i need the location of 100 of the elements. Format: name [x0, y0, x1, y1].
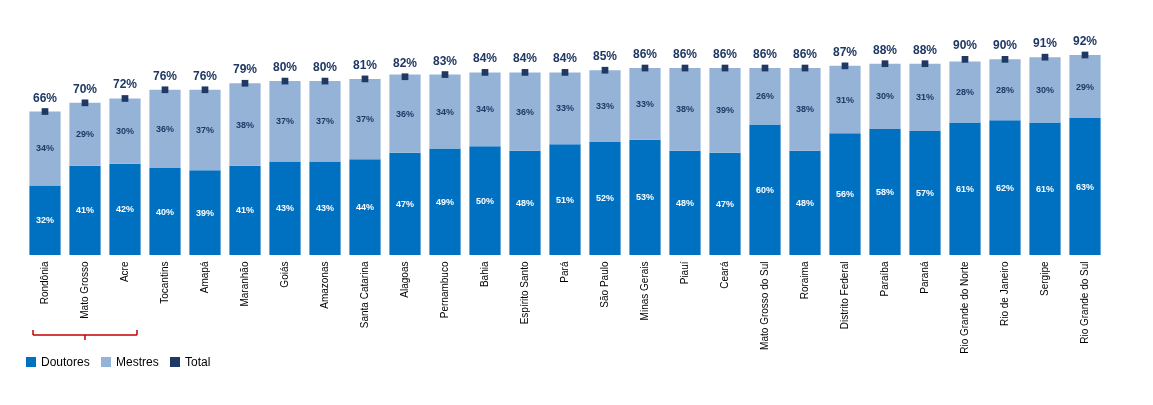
bar: [509, 72, 541, 151]
x-tick-label: Mato Grosso do Sul: [759, 261, 770, 350]
data-label: 43%: [315, 203, 335, 214]
data-label: 28%: [955, 86, 975, 97]
data-label: 62%: [995, 182, 1015, 193]
x-tick-label: Amazonas: [319, 261, 330, 309]
point: [561, 69, 569, 76]
data-label: 90%: [952, 38, 978, 53]
bar: [549, 72, 581, 145]
data-label: 87%: [832, 44, 858, 59]
data-label: 50%: [475, 195, 495, 206]
point: [1041, 53, 1049, 61]
data-label: 40%: [155, 206, 175, 217]
data-label: 33%: [635, 98, 655, 109]
point: [1001, 55, 1009, 63]
bar: [709, 68, 741, 153]
bar: [349, 78, 381, 160]
bar: [829, 133, 861, 255]
point: [481, 69, 489, 76]
data-label: 81%: [352, 57, 378, 72]
data-label: 36%: [515, 106, 535, 117]
data-label: 37%: [355, 114, 375, 125]
bar: [229, 165, 261, 255]
x-tick-label: Rio Grande do Norte: [959, 261, 970, 354]
bar: [589, 141, 621, 255]
x-tick-label: Rondônia: [39, 261, 50, 305]
data-label: 34%: [35, 143, 55, 154]
data-label: 34%: [435, 106, 455, 117]
x-tick-label: São Paulo: [599, 261, 610, 308]
data-label: 53%: [635, 192, 655, 203]
bar: [429, 74, 461, 149]
bar: [1029, 57, 1061, 123]
bar: [389, 152, 421, 255]
data-label: 86%: [752, 47, 778, 62]
data-label: 82%: [392, 55, 418, 70]
bar: [309, 81, 341, 162]
data-label: 85%: [592, 49, 618, 64]
x-tick-label: Ceará: [719, 261, 730, 289]
data-label: 30%: [875, 91, 895, 102]
bar: [109, 98, 141, 164]
bar: [149, 89, 181, 169]
x-tick-label: Maranhão: [239, 261, 250, 307]
x-tick-label: Distrito Federal: [839, 261, 850, 330]
bar: [749, 68, 781, 125]
bar: [429, 148, 461, 255]
x-tick-label: Minas Gerais: [639, 261, 650, 321]
data-label: 51%: [555, 194, 575, 205]
data-label: 47%: [715, 198, 735, 209]
x-tick-label: Sergipe: [1039, 261, 1050, 296]
x-tick-label: Mato Grosso: [79, 261, 90, 319]
data-label: 43%: [275, 203, 295, 214]
x-tick-label: Rio de Janeiro: [999, 261, 1010, 326]
data-label: 37%: [315, 116, 335, 127]
data-label: 37%: [195, 125, 215, 135]
legend-label: Total: [185, 355, 211, 369]
bar: [1069, 118, 1101, 255]
bar: [909, 63, 941, 132]
bar: [1029, 122, 1061, 255]
data-label: 88%: [872, 42, 898, 57]
bar: [389, 74, 421, 153]
data-label: 29%: [75, 129, 95, 140]
data-label: 31%: [835, 94, 855, 105]
bar: [309, 161, 341, 255]
point: [241, 79, 249, 87]
point: [401, 73, 409, 81]
data-label: 39%: [195, 207, 215, 218]
bar: [69, 102, 101, 166]
bar: [229, 83, 261, 166]
legend-label: Doutores: [41, 355, 90, 369]
bar: [629, 139, 661, 255]
data-label: 41%: [75, 205, 95, 216]
data-label: 29%: [1075, 81, 1095, 92]
point: [881, 60, 889, 68]
bar: [909, 131, 941, 255]
data-label: 56%: [835, 189, 855, 200]
data-label: 47%: [395, 198, 415, 209]
legend-label: Mestres: [116, 355, 159, 369]
data-label: 31%: [915, 92, 935, 103]
data-label: 41%: [235, 205, 255, 216]
data-label: 44%: [355, 202, 375, 213]
data-label: 58%: [875, 186, 895, 197]
data-label: 30%: [115, 126, 135, 137]
data-label: 84%: [472, 51, 498, 66]
bar: [789, 150, 821, 255]
data-label: 38%: [795, 104, 815, 115]
bar: [989, 120, 1021, 255]
bar: [709, 152, 741, 255]
data-label: 38%: [675, 104, 695, 115]
data-label: 86%: [632, 47, 658, 62]
point: [521, 69, 529, 76]
x-tick-label: Acre: [119, 261, 130, 283]
bar: [1069, 55, 1101, 119]
data-label: 86%: [792, 47, 818, 62]
bar: [29, 111, 61, 186]
data-label: 86%: [712, 47, 738, 62]
data-label: 38%: [235, 119, 255, 130]
data-label: 70%: [72, 81, 98, 96]
x-tick-label: Alagoas: [399, 261, 410, 298]
data-label: 34%: [475, 104, 495, 115]
data-label: 36%: [155, 123, 175, 134]
